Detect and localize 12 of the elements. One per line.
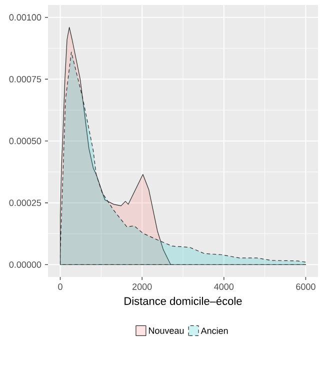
x-tick-label: 6000 [296, 284, 316, 290]
y-tick-label: 0.00100 [9, 14, 42, 21]
x-tick-label: 4000 [214, 284, 234, 290]
legend-label: Ancien [200, 327, 228, 334]
y-tick-label: 0.00025 [9, 200, 42, 206]
x-tick-label: 0 [58, 284, 62, 290]
y-tick-label: 0.00075 [9, 76, 42, 82]
x-tick-label: 2000 [132, 284, 152, 290]
legend-label: Nouveau [148, 328, 184, 334]
x-axis-title: Distance domicile–école [124, 296, 242, 305]
y-tick-label: 0.00000 [9, 261, 42, 268]
y-tick-label: 0.00050 [9, 138, 42, 144]
